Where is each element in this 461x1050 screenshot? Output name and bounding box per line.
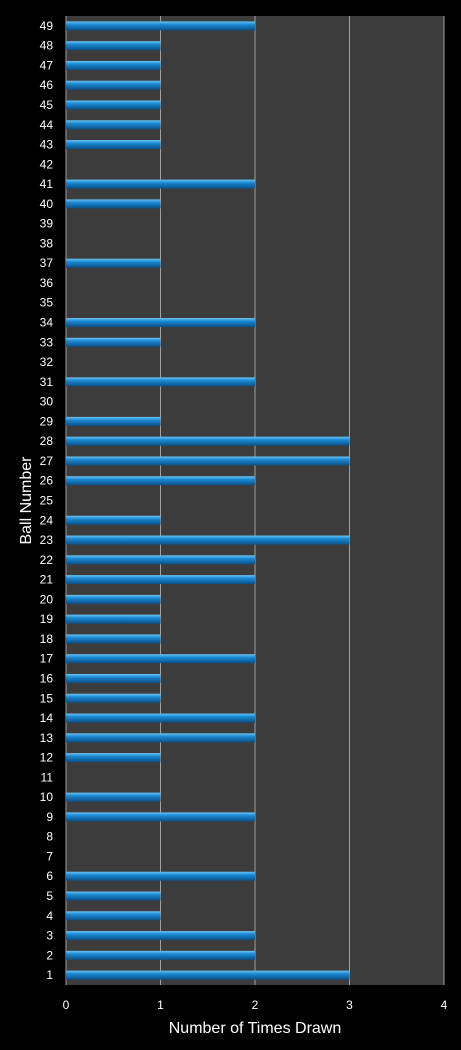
y-tick-labels: 1234567891011121314151617181920212223242… xyxy=(40,19,54,982)
y-tick-label: 34 xyxy=(40,316,54,330)
y-tick-label: 42 xyxy=(40,157,54,171)
x-tick-label: 3 xyxy=(346,998,353,1012)
x-axis-title: Number of Times Drawn xyxy=(169,1020,342,1037)
bar-ball-41 xyxy=(66,179,255,189)
bar-ball-34 xyxy=(66,318,255,328)
y-tick-label: 30 xyxy=(40,395,54,409)
y-tick-label: 1 xyxy=(46,968,53,982)
y-tick-label: 45 xyxy=(40,98,54,112)
y-tick-label: 49 xyxy=(40,19,54,33)
bar-ball-14 xyxy=(66,713,255,723)
bar-ball-44 xyxy=(66,120,161,130)
bar-ball-27 xyxy=(66,456,350,466)
y-tick-label: 22 xyxy=(40,553,54,567)
y-tick-label: 13 xyxy=(40,731,54,745)
y-tick-label: 15 xyxy=(40,691,54,705)
x-tick-label: 0 xyxy=(63,998,70,1012)
bar-ball-9 xyxy=(66,812,255,822)
y-tick-label: 35 xyxy=(40,296,54,310)
y-tick-label: 31 xyxy=(40,375,54,389)
y-tick-label: 17 xyxy=(40,652,54,666)
bar-ball-1 xyxy=(66,970,350,980)
bar-ball-18 xyxy=(66,634,161,644)
bar-ball-46 xyxy=(66,80,161,90)
x-tick-label: 4 xyxy=(441,998,448,1012)
y-tick-label: 48 xyxy=(40,39,54,53)
y-tick-label: 10 xyxy=(40,790,54,804)
bar-ball-48 xyxy=(66,41,161,51)
x-tick-label: 2 xyxy=(252,998,259,1012)
bar-ball-13 xyxy=(66,733,255,743)
bars xyxy=(66,21,350,980)
bar-ball-31 xyxy=(66,377,255,387)
y-tick-label: 25 xyxy=(40,494,54,508)
y-tick-label: 23 xyxy=(40,533,54,547)
y-tick-label: 40 xyxy=(40,197,54,211)
bar-ball-47 xyxy=(66,60,161,70)
y-tick-label: 3 xyxy=(46,929,53,943)
y-tick-label: 9 xyxy=(46,810,53,824)
bar-ball-19 xyxy=(66,614,161,624)
y-tick-label: 18 xyxy=(40,632,54,646)
y-tick-label: 16 xyxy=(40,671,54,685)
y-tick-label: 46 xyxy=(40,78,54,92)
y-tick-label: 37 xyxy=(40,256,54,270)
bar-ball-22 xyxy=(66,555,255,565)
y-tick-label: 26 xyxy=(40,474,54,488)
y-tick-label: 5 xyxy=(46,889,53,903)
grid-lines xyxy=(65,16,445,985)
bar-ball-49 xyxy=(66,21,255,31)
bar-ball-26 xyxy=(66,476,255,486)
bar-ball-29 xyxy=(66,416,161,426)
y-tick-label: 20 xyxy=(40,592,54,606)
bar-ball-40 xyxy=(66,199,161,209)
bar-ball-16 xyxy=(66,673,161,683)
y-tick-label: 36 xyxy=(40,276,54,290)
bar-ball-20 xyxy=(66,594,161,604)
bar-ball-33 xyxy=(66,337,161,347)
bar-ball-3 xyxy=(66,931,255,941)
y-tick-label: 29 xyxy=(40,414,54,428)
y-tick-label: 4 xyxy=(46,909,53,923)
bar-ball-6 xyxy=(66,871,255,881)
y-tick-label: 24 xyxy=(40,513,54,527)
y-tick-label: 6 xyxy=(46,869,53,883)
bar-ball-12 xyxy=(66,753,161,763)
bar-ball-17 xyxy=(66,654,255,664)
y-tick-label: 14 xyxy=(40,711,54,725)
y-tick-label: 39 xyxy=(40,217,54,231)
y-tick-label: 21 xyxy=(40,573,54,587)
y-tick-label: 11 xyxy=(41,770,54,784)
bar-ball-15 xyxy=(66,693,161,703)
y-tick-label: 19 xyxy=(40,612,54,626)
y-tick-label: 28 xyxy=(40,434,54,448)
y-tick-label: 38 xyxy=(40,236,54,250)
y-axis-title: Ball Number xyxy=(18,456,35,545)
bar-ball-21 xyxy=(66,575,255,585)
bar-ball-10 xyxy=(66,792,161,802)
bar-ball-28 xyxy=(66,436,350,446)
y-tick-label: 7 xyxy=(46,849,53,863)
y-tick-label: 43 xyxy=(40,138,54,152)
bar-ball-4 xyxy=(66,911,161,921)
y-tick-label: 44 xyxy=(40,118,54,132)
y-tick-label: 47 xyxy=(40,58,54,72)
y-tick-label: 32 xyxy=(40,355,54,369)
bar-ball-2 xyxy=(66,950,255,960)
bar-ball-24 xyxy=(66,515,161,525)
bar-ball-45 xyxy=(66,100,161,110)
x-tick-label: 1 xyxy=(157,998,164,1012)
bar-ball-43 xyxy=(66,140,161,150)
y-tick-label: 12 xyxy=(40,751,54,765)
y-tick-label: 33 xyxy=(40,335,54,349)
y-tick-label: 8 xyxy=(46,830,53,844)
bar-ball-5 xyxy=(66,891,161,901)
bar-ball-37 xyxy=(66,258,161,268)
y-tick-label: 2 xyxy=(46,948,53,962)
y-tick-label: 27 xyxy=(40,454,54,468)
bar-ball-23 xyxy=(66,535,350,545)
x-tick-labels: 0 1 2 3 4 xyxy=(63,998,448,1012)
y-tick-label: 41 xyxy=(40,177,54,191)
